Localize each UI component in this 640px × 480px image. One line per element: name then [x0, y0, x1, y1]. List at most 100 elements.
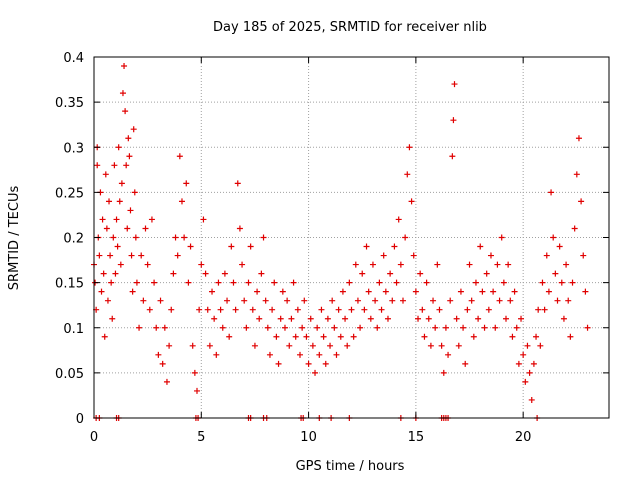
data-point [226, 333, 233, 340]
data-point [239, 261, 246, 268]
data-point [144, 261, 151, 268]
data-point [138, 252, 145, 259]
data-point [436, 306, 443, 313]
data-point [492, 324, 499, 331]
data-point [174, 252, 181, 259]
data-point [524, 342, 531, 349]
data-point [292, 333, 299, 340]
data-point [209, 288, 216, 295]
data-point [241, 297, 248, 304]
data-point [513, 324, 520, 331]
data-point [301, 297, 308, 304]
data-point [423, 279, 430, 286]
data-point [121, 63, 128, 70]
data-point [584, 324, 591, 331]
data-point [221, 270, 228, 277]
data-point [123, 162, 130, 169]
data-point [367, 315, 374, 322]
data-point [230, 279, 237, 286]
data-point [541, 306, 548, 313]
data-point [339, 288, 346, 295]
data-point [387, 270, 394, 277]
data-point [157, 297, 164, 304]
data-point [189, 342, 196, 349]
data-point [483, 270, 490, 277]
data-point [219, 324, 226, 331]
data-point [335, 306, 342, 313]
data-point [412, 288, 419, 295]
x-tick-label: 0 [90, 430, 98, 445]
data-point [254, 288, 261, 295]
data-point [258, 270, 265, 277]
data-point [466, 261, 473, 268]
data-point [111, 162, 118, 169]
data-point [487, 252, 494, 259]
data-point [447, 297, 454, 304]
data-point [256, 315, 263, 322]
data-point [213, 351, 220, 358]
data-point [518, 315, 525, 322]
data-point [384, 315, 391, 322]
y-axis-label: SRMTID / TECUs [7, 186, 22, 291]
data-point [312, 369, 319, 376]
data-point [485, 306, 492, 313]
data-point [228, 243, 235, 250]
data-point [376, 279, 383, 286]
data-point [427, 342, 434, 349]
data-point [232, 306, 239, 313]
data-point [449, 153, 456, 160]
data-point [464, 306, 471, 313]
data-point [350, 333, 357, 340]
data-point [151, 279, 158, 286]
y-tick-label: 0.1 [63, 322, 84, 337]
data-point [563, 261, 570, 268]
data-point [200, 216, 207, 223]
y-tick-label: 0.4 [63, 51, 84, 66]
data-point [548, 189, 555, 196]
data-point [450, 117, 457, 124]
data-point [552, 270, 559, 277]
data-point [251, 342, 258, 349]
data-point [445, 351, 452, 358]
data-point [115, 144, 122, 151]
data-point [342, 315, 349, 322]
data-point [322, 360, 329, 367]
data-point [537, 342, 544, 349]
data-point [290, 279, 297, 286]
data-point [100, 270, 107, 277]
data-point [522, 378, 529, 385]
data-point [354, 297, 361, 304]
data-point [204, 306, 211, 313]
data-point [327, 342, 334, 349]
data-point [96, 252, 103, 259]
data-point [187, 243, 194, 250]
data-point [515, 360, 522, 367]
data-point [503, 315, 509, 322]
y-tick-label: 0 [76, 412, 84, 427]
data-point [307, 315, 314, 322]
data-point [288, 315, 295, 322]
data-point [539, 279, 546, 286]
data-point [550, 234, 557, 241]
data-point [460, 324, 467, 331]
data-point [264, 324, 271, 331]
x-tick-label: 15 [408, 430, 425, 445]
data-point [554, 297, 561, 304]
data-point [498, 234, 505, 241]
data-point [122, 108, 129, 115]
data-point [234, 180, 241, 187]
x-tick-label: 10 [300, 430, 317, 445]
data-point [183, 180, 190, 187]
data-point [131, 189, 138, 196]
data-point [505, 261, 512, 268]
data-point [400, 297, 406, 304]
data-point [545, 288, 552, 295]
data-point [309, 342, 316, 349]
data-point [496, 297, 503, 304]
data-point [243, 324, 250, 331]
data-point [580, 252, 587, 259]
data-point [397, 261, 404, 268]
data-point [395, 216, 402, 223]
chart-title: Day 185 of 2025, SRMTID for receiver nli… [213, 20, 487, 35]
data-point [425, 315, 432, 322]
